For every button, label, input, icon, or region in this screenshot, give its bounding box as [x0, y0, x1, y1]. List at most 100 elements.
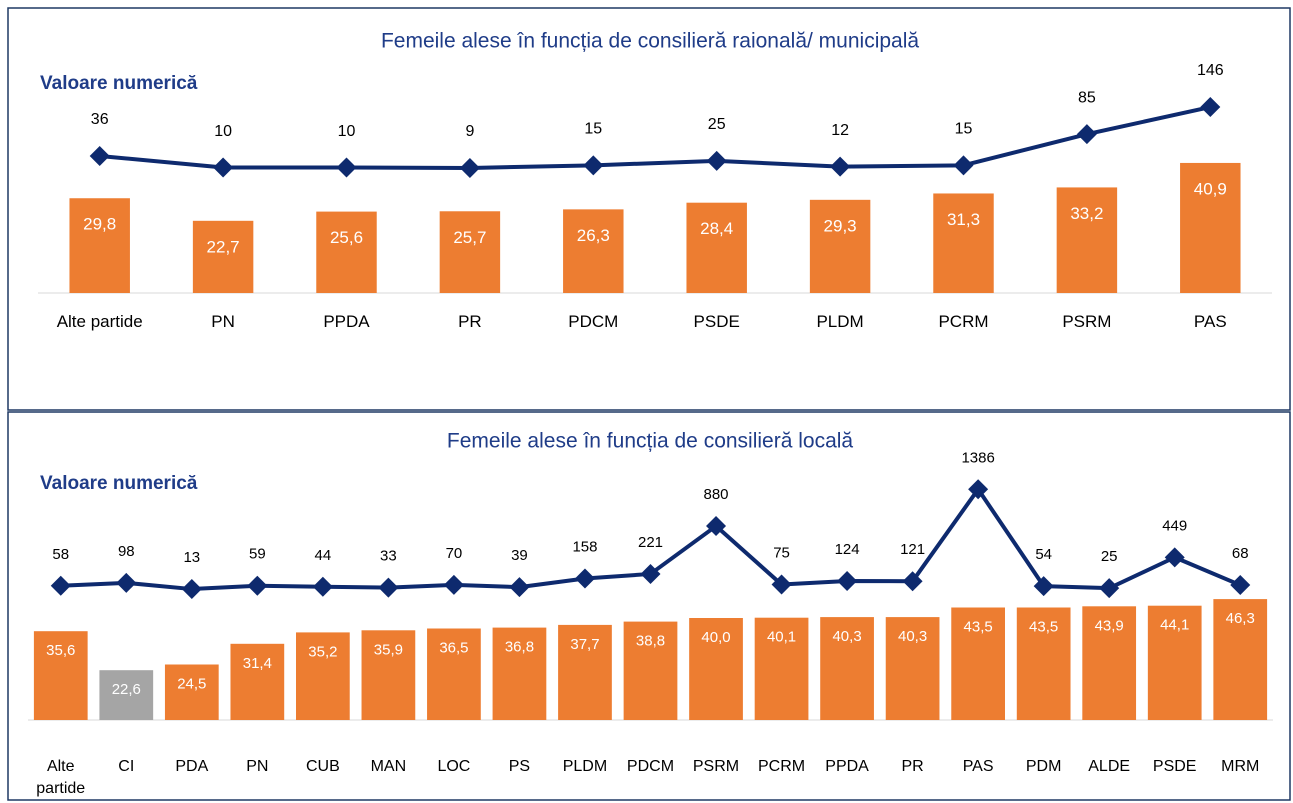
line-value-label: 121 [900, 541, 925, 558]
x-tick-wrap: PDCM [627, 758, 674, 775]
x-tick-label: CI [118, 758, 135, 775]
bar [951, 607, 1005, 720]
bar [1147, 605, 1202, 720]
bar-value-label: 26,3 [577, 226, 610, 245]
line-value-label: 39 [511, 547, 528, 564]
bar [1082, 606, 1137, 720]
x-tick-label: PDCM [568, 312, 619, 331]
marker [312, 576, 333, 597]
marker [378, 577, 399, 598]
marker [837, 570, 858, 591]
bar-value-label: 36,5 [439, 639, 468, 656]
x-tick-label: PSRM [692, 758, 740, 775]
bar [1213, 599, 1268, 720]
bar [563, 209, 624, 293]
bar-value-label: 25,6 [330, 228, 363, 247]
x-tick-wrap: PLDM [816, 312, 864, 331]
x-tick-wrap: PS [509, 758, 530, 775]
x-tick-label: MAN [370, 758, 407, 775]
bar [439, 211, 501, 293]
x-tick-label: PN [211, 312, 235, 331]
marker [1033, 576, 1054, 597]
x-tick-wrap: PR [458, 312, 482, 331]
line-value-label: 158 [572, 538, 597, 555]
x-tick-label: LOC [437, 758, 471, 775]
bar-value-label: 43,5 [1029, 618, 1058, 635]
bar-value-label: 31,4 [243, 655, 272, 672]
x-tick-label: ALDE [1088, 758, 1131, 775]
bar-value-label: 35,2 [308, 643, 337, 660]
bar [296, 632, 350, 720]
x-tick-label: PLDM [816, 312, 864, 331]
marker [953, 155, 974, 176]
x-tick-wrap: PSDE [1152, 758, 1197, 775]
line-value-label: 59 [249, 546, 266, 563]
marker [459, 157, 480, 178]
bar-value-label: 46,3 [1226, 610, 1255, 627]
marker [706, 516, 727, 537]
bar [69, 198, 130, 293]
bar [809, 199, 871, 293]
marker [1200, 97, 1221, 118]
marker [247, 575, 268, 596]
x-tick-label: PSDE [1152, 758, 1197, 775]
marker [336, 157, 357, 178]
bar-value-label: 24,5 [177, 675, 206, 692]
x-tick-label: PR [901, 758, 924, 775]
bar-value-label: 40,3 [898, 628, 927, 645]
bar-value-label: 44,1 [1160, 617, 1189, 634]
bar-value-label: 40,0 [701, 629, 730, 646]
bar-value-label: 43,5 [964, 618, 993, 635]
bar [558, 624, 612, 720]
line-value-label: 15 [955, 121, 973, 138]
x-tick-label: PN [246, 758, 269, 775]
x-tick-label: PAS [962, 758, 994, 775]
bar-value-label: 36,8 [505, 639, 534, 656]
marker [89, 145, 110, 166]
marker [509, 577, 530, 598]
series-label: Valoare numerică [40, 473, 198, 494]
x-tick-label: PCRM [757, 758, 806, 775]
marker [1076, 124, 1097, 145]
bar [1056, 187, 1118, 293]
panel-border [7, 411, 1291, 801]
x-tick-wrap: Alte partide [36, 758, 85, 797]
bar-value-label: 43,9 [1095, 617, 1124, 634]
line-value-label: 25 [708, 116, 726, 133]
marker [1099, 578, 1120, 599]
bar [1180, 162, 1241, 293]
bar [230, 643, 285, 720]
marker [213, 157, 234, 178]
line-value-label: 9 [465, 123, 474, 140]
line-value-label: 10 [338, 123, 356, 140]
x-tick-wrap: PSDE [693, 312, 740, 331]
x-tick-label: PPDA [825, 758, 869, 775]
line-value-label: 25 [1101, 548, 1118, 565]
x-tick-label: PLDM [562, 758, 608, 775]
series-label: Valoare numerică [40, 73, 198, 94]
line-value-label: 10 [214, 123, 232, 140]
bar [689, 618, 743, 720]
bar [192, 220, 254, 293]
marker [574, 568, 595, 589]
bar [33, 631, 88, 720]
line-value-label: 1386 [961, 449, 994, 466]
line-value-label: 70 [446, 545, 463, 562]
line-value-label: 124 [835, 541, 860, 558]
x-tick-wrap: PPDA [323, 312, 369, 331]
x-tick-label: PSDE [693, 312, 740, 331]
bar [361, 630, 416, 720]
bar [427, 628, 481, 720]
bar-value-label: 29,8 [83, 215, 116, 234]
bar [492, 627, 547, 720]
bar-value-label: 35,6 [46, 642, 75, 659]
x-tick-wrap: Alte partide [57, 312, 143, 331]
line-value-label: 15 [584, 121, 602, 138]
marker [902, 571, 923, 592]
bar-value-label: 25,7 [453, 228, 486, 247]
marker [706, 150, 727, 171]
x-tick-label: PSRM [1062, 312, 1112, 331]
marker [443, 574, 464, 595]
marker [50, 575, 71, 596]
bar-value-label: 31,3 [947, 210, 980, 229]
